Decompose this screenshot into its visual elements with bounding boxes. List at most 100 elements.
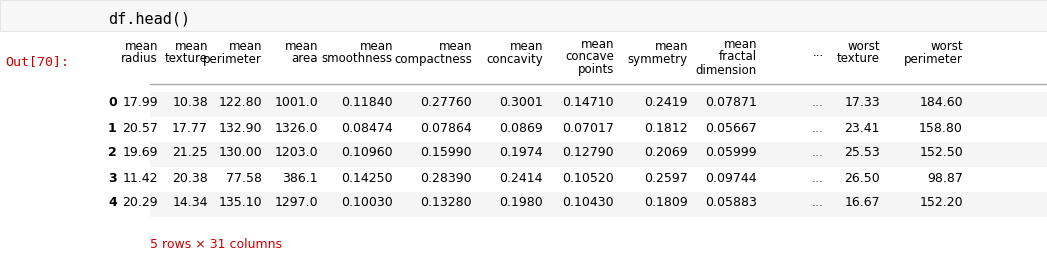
Text: 1297.0: 1297.0 [274, 197, 318, 209]
Text: 21.25: 21.25 [173, 147, 208, 159]
Text: mean: mean [723, 37, 757, 51]
Text: 0.05883: 0.05883 [705, 197, 757, 209]
Text: concave: concave [565, 51, 614, 64]
Text: 17.33: 17.33 [844, 96, 879, 109]
Text: 132.90: 132.90 [219, 121, 262, 135]
Text: ...: ... [812, 197, 824, 209]
Text: mean: mean [285, 40, 318, 52]
Text: 184.60: 184.60 [919, 96, 963, 109]
Text: ...: ... [812, 46, 824, 59]
Text: 0: 0 [108, 96, 117, 109]
Text: 17.99: 17.99 [122, 96, 158, 109]
Text: worst: worst [847, 40, 879, 52]
Text: 0.09744: 0.09744 [706, 171, 757, 185]
Text: 20.57: 20.57 [122, 121, 158, 135]
Text: 19.69: 19.69 [122, 147, 158, 159]
Text: 158.80: 158.80 [919, 121, 963, 135]
Text: 1326.0: 1326.0 [274, 121, 318, 135]
Text: symmetry: symmetry [628, 52, 688, 66]
Text: 23.41: 23.41 [845, 121, 879, 135]
Text: ...: ... [812, 171, 824, 185]
Text: 0.1980: 0.1980 [499, 197, 543, 209]
Text: 0.1809: 0.1809 [644, 197, 688, 209]
Text: ...: ... [812, 121, 824, 135]
Text: radius: radius [121, 52, 158, 66]
Text: worst: worst [931, 40, 963, 52]
Text: 0.0869: 0.0869 [499, 121, 543, 135]
Text: 3: 3 [108, 171, 116, 185]
Text: 130.00: 130.00 [218, 147, 262, 159]
Text: mean: mean [228, 40, 262, 52]
Text: 0.07871: 0.07871 [705, 96, 757, 109]
Text: 0.2414: 0.2414 [499, 171, 543, 185]
Text: 0.10030: 0.10030 [341, 197, 393, 209]
Text: 10.38: 10.38 [173, 96, 208, 109]
Text: mean: mean [654, 40, 688, 52]
Text: area: area [291, 52, 318, 66]
Text: 20.29: 20.29 [122, 197, 158, 209]
Text: 0.2419: 0.2419 [645, 96, 688, 109]
Text: 152.20: 152.20 [919, 197, 963, 209]
Text: 0.15990: 0.15990 [421, 147, 472, 159]
Text: texture: texture [165, 52, 208, 66]
Text: 4: 4 [108, 197, 117, 209]
Text: fractal: fractal [719, 51, 757, 64]
Text: 0.07864: 0.07864 [420, 121, 472, 135]
Text: Out[70]:: Out[70]: [5, 55, 69, 68]
Text: 20.38: 20.38 [173, 171, 208, 185]
Text: 0.3001: 0.3001 [499, 96, 543, 109]
Text: 122.80: 122.80 [219, 96, 262, 109]
Text: ...: ... [812, 96, 824, 109]
Bar [150, 191, 1047, 216]
Text: 1: 1 [108, 121, 117, 135]
Text: 0.14710: 0.14710 [562, 96, 614, 109]
Text: 0.05667: 0.05667 [706, 121, 757, 135]
Bar [150, 141, 1047, 167]
Text: 98.87: 98.87 [928, 171, 963, 185]
Text: 0.08474: 0.08474 [341, 121, 393, 135]
Text: mean: mean [125, 40, 158, 52]
Text: 0.2069: 0.2069 [644, 147, 688, 159]
Text: 0.1974: 0.1974 [499, 147, 543, 159]
Bar [0, 0, 1047, 31]
Bar [150, 91, 1047, 117]
Text: ...: ... [812, 147, 824, 159]
Text: points: points [578, 64, 614, 76]
Text: perimeter: perimeter [905, 52, 963, 66]
Text: smoothness: smoothness [321, 52, 393, 66]
Text: compactness: compactness [394, 52, 472, 66]
Text: 0.13280: 0.13280 [421, 197, 472, 209]
Text: 0.1812: 0.1812 [644, 121, 688, 135]
Text: 0.12790: 0.12790 [562, 147, 614, 159]
Text: 0.11840: 0.11840 [341, 96, 393, 109]
Text: 0.05999: 0.05999 [706, 147, 757, 159]
Text: 0.2597: 0.2597 [644, 171, 688, 185]
Text: mean: mean [359, 40, 393, 52]
Text: 0.10960: 0.10960 [341, 147, 393, 159]
Text: texture: texture [837, 52, 879, 66]
Text: 0.10430: 0.10430 [562, 197, 614, 209]
Text: mean: mean [580, 37, 614, 51]
Text: df.head(): df.head() [108, 12, 191, 27]
Text: dimension: dimension [696, 64, 757, 76]
Text: 26.50: 26.50 [844, 171, 879, 185]
Text: 1203.0: 1203.0 [274, 147, 318, 159]
Text: 0.28390: 0.28390 [421, 171, 472, 185]
Text: 14.34: 14.34 [173, 197, 208, 209]
Text: 25.53: 25.53 [844, 147, 879, 159]
Text: 16.67: 16.67 [844, 197, 879, 209]
Text: mean: mean [439, 40, 472, 52]
Text: 386.1: 386.1 [283, 171, 318, 185]
Text: 11.42: 11.42 [122, 171, 158, 185]
Text: 0.10520: 0.10520 [562, 171, 614, 185]
Text: 17.77: 17.77 [172, 121, 208, 135]
Text: concavity: concavity [486, 52, 543, 66]
Text: 0.27760: 0.27760 [420, 96, 472, 109]
Text: 0.14250: 0.14250 [341, 171, 393, 185]
Text: 5 rows × 31 columns: 5 rows × 31 columns [150, 239, 282, 251]
Text: mean: mean [175, 40, 208, 52]
Text: 152.50: 152.50 [919, 147, 963, 159]
Text: mean: mean [510, 40, 543, 52]
Text: 0.07017: 0.07017 [562, 121, 614, 135]
Text: 2: 2 [108, 147, 117, 159]
